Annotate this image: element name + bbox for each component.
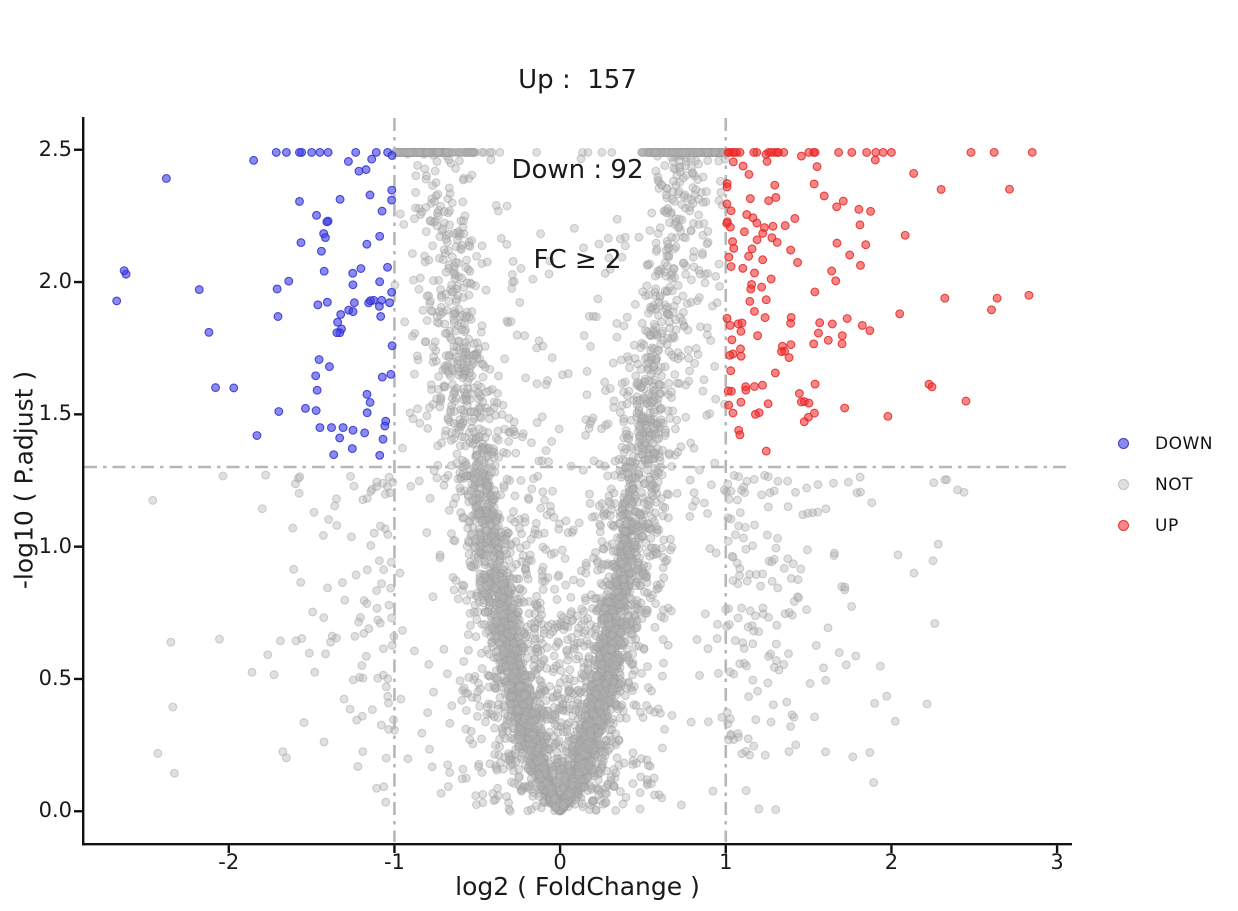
chart-title: Up : 157 Down : 92 FC ≥ 2 [83, 5, 1072, 335]
down-point-icon [1118, 438, 1129, 449]
chart-title-line-fc: FC ≥ 2 [533, 245, 622, 275]
x-tick-label-2: 2 [884, 850, 899, 874]
y-tick-label-2.0: 2.0 [38, 269, 72, 294]
x-tick-label-0: 0 [553, 850, 567, 874]
legend-label-not: NOT [1155, 474, 1193, 495]
chart-title-line-down: Down : 92 [511, 155, 644, 185]
y-tick-label-0.0: 0.0 [38, 798, 72, 823]
legend-item-up: UP [1118, 505, 1213, 546]
x-tick-label--1: -1 [383, 850, 405, 874]
legend-item-down: DOWN [1118, 423, 1213, 464]
legend-label-down: DOWN [1155, 433, 1213, 454]
y-tick-label-2.5: 2.5 [38, 136, 72, 161]
x-tick-label-3: 3 [1050, 850, 1064, 874]
x-tick-label-1: 1 [719, 850, 733, 874]
y-tick-label-1.5: 1.5 [38, 401, 72, 426]
chart-title-line-up: Up : 157 [518, 65, 637, 95]
up-point-icon [1118, 520, 1129, 531]
y-tick-label-1.0: 1.0 [38, 533, 72, 558]
legend: DOWN NOT UP [1118, 423, 1213, 546]
x-axis-title: log2 ( FoldChange ) [455, 872, 700, 901]
not-point-icon [1118, 479, 1129, 490]
legend-label-up: UP [1155, 515, 1179, 536]
y-tick-label-0.5: 0.5 [38, 665, 72, 690]
x-tick-label--2: -2 [218, 850, 240, 874]
legend-item-not: NOT [1118, 464, 1213, 505]
